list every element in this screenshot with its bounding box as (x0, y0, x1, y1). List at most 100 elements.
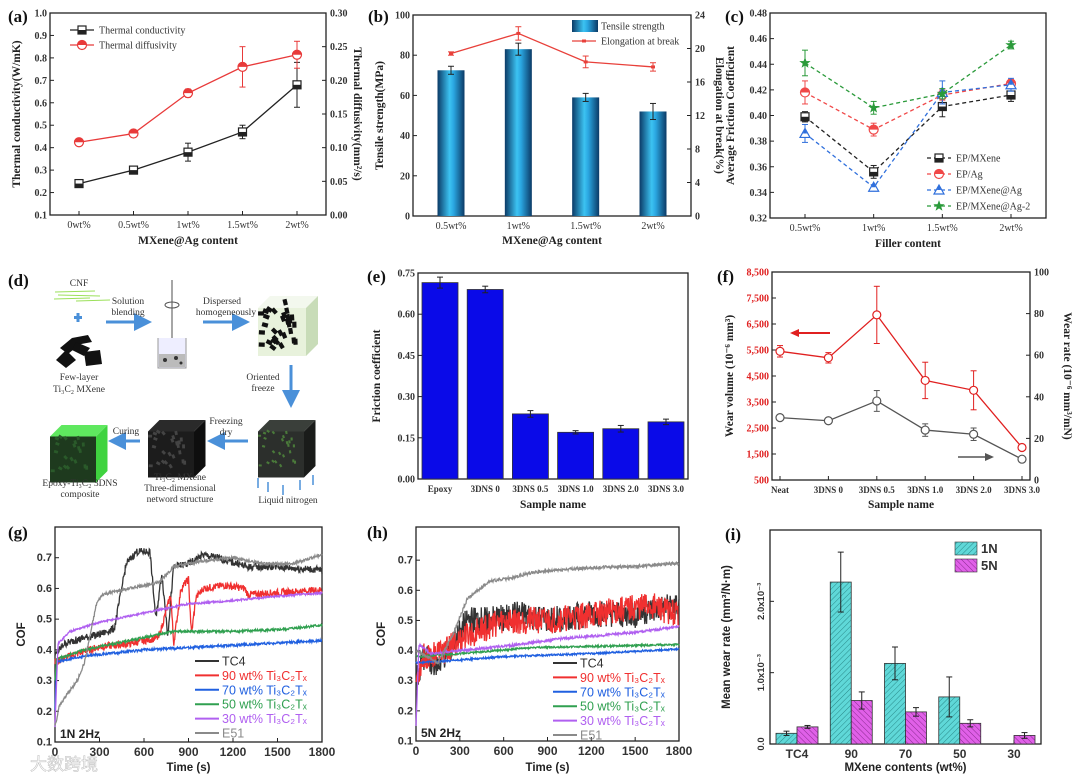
x-tick-label: 2wt% (999, 223, 1022, 234)
legend-label: Thermal diffusivity (99, 41, 177, 52)
cube-speck (161, 450, 167, 455)
x-tick-label: 3DNS 2.0 (603, 484, 640, 494)
legend: EP/MXene EP/Ag EP/MXene@Ag EP/MXene@Ag-2 (927, 153, 1030, 213)
cube-speck (69, 456, 74, 462)
cube-speck (285, 440, 289, 445)
cube-speck (63, 435, 68, 441)
data-point-fill (803, 128, 807, 134)
dispersed-label: Dispersed (203, 297, 241, 307)
data-point-fill (938, 106, 947, 111)
legend-item: 30 wt% Ti₃C₂Tₓ (553, 714, 666, 728)
y-tick-label: 0.5 (37, 614, 52, 626)
series-thermal-conductivity (74, 61, 302, 189)
cube-speck (273, 460, 278, 464)
condition-annotation: 5N 2Hz (421, 726, 461, 740)
cube-speck (155, 429, 161, 435)
series-line (54, 547, 323, 656)
bar (466, 289, 504, 480)
data-point-fill (800, 87, 810, 93)
series-90-wt-ti-c-t- (415, 593, 680, 683)
series-line (54, 553, 323, 726)
y-tick-label: 0.2 (398, 705, 413, 717)
data-point (936, 87, 948, 99)
x-axis-label: Sample name (520, 499, 586, 511)
legend-label: Tensile strength (601, 22, 664, 33)
cube-speck (81, 442, 85, 447)
x-tick-label: 300 (450, 744, 470, 758)
series-ep-mxene-ag-2 (799, 39, 1017, 115)
composite-label-1: Epoxy-Ti₃C₂ 3DNS (42, 479, 117, 489)
y-tick-label: 0.44 (750, 60, 768, 71)
cube-speck (285, 430, 288, 435)
legend-item: E51 (553, 729, 602, 743)
x-tick-label: 50 (953, 747, 967, 761)
left-axis-arrowhead-icon (790, 329, 799, 337)
panel-label: (e) (367, 267, 386, 286)
y2-tick-label: 4 (695, 178, 700, 189)
y-tick-label: 0.36 (750, 162, 768, 173)
solution-label: Solution (112, 297, 144, 307)
cube-speck (277, 329, 284, 337)
series-ep-mxene-ag (798, 77, 1018, 192)
y-tick-label: 1,500 (747, 450, 770, 461)
series-1n (775, 551, 961, 745)
y-tick-label: 0.0 (756, 737, 767, 750)
series-line (415, 593, 680, 683)
y-tick-label: 0.00 (398, 475, 416, 486)
legend-label: 30 wt% Ti₃C₂Tₓ (222, 712, 308, 726)
plus-icon (74, 313, 82, 322)
composite-label-2: composite (60, 490, 99, 500)
legend-label: 50 wt% Ti₃C₂Tₓ (222, 698, 308, 712)
data-point-fill (238, 62, 247, 67)
legend-item: Thermal diffusivity (70, 39, 177, 52)
cube-side (306, 296, 318, 356)
series-e51 (415, 560, 680, 665)
y-tick-label: 0 (405, 212, 410, 223)
data-point (920, 375, 930, 386)
y-tick-label: 0.4 (37, 644, 53, 656)
bar (602, 428, 640, 480)
y-tick-label: 1.0 (35, 9, 48, 20)
series-line (450, 32, 654, 68)
data-point-fill (292, 50, 302, 55)
data-point-fill (129, 170, 138, 175)
cube-speck (57, 434, 63, 440)
chart-c: (c) 0.32 0.34 0.36 0.38 0.40 0.42 0.44 0.46 0.48 0… (725, 7, 1047, 250)
network-cube-icon (148, 420, 206, 478)
series-line (415, 624, 680, 727)
y-tick-label: 5,500 (747, 346, 770, 357)
cube-speck (63, 455, 69, 460)
x-tick-label: 1wt% (862, 223, 885, 234)
y-axis-label: COF (16, 622, 28, 646)
cube-speck (57, 466, 63, 471)
liquid-nitrogen-arrows-icon (257, 475, 314, 495)
panel-label: (d) (8, 271, 29, 290)
y2-tick-label: 12 (695, 111, 705, 122)
plot-frame (417, 272, 689, 480)
legend-label: Thermal conductivity (99, 26, 185, 37)
y-tick-label: 0.46 (750, 34, 768, 45)
series-line (415, 642, 680, 659)
legend-marker-fill (77, 40, 87, 45)
cube-speck (258, 311, 265, 316)
freezing-label: Freezing (209, 417, 242, 427)
y-axis-label: Average Friction Coefficient (725, 46, 737, 185)
x-axis-label: Filler content (875, 238, 941, 250)
series-line (804, 84, 1012, 189)
y-tick-label: 0.2 (37, 706, 52, 718)
cube-speck (270, 327, 279, 335)
y2-tick-label: 0.00 (330, 211, 348, 222)
legend-label: EP/MXene@Ag (956, 186, 1022, 197)
legend-item: EP/MXene (927, 153, 1001, 165)
series-line (804, 94, 1012, 173)
y-tick-label: 0.75 (398, 269, 416, 280)
cube-speck (83, 464, 87, 469)
y-tick-label: 0.7 (37, 552, 52, 564)
legend-item: 5N (954, 558, 998, 573)
cube-speck (53, 449, 59, 454)
plot-frame (771, 271, 1031, 481)
series-50-wt-ti-c-t- (54, 622, 323, 681)
y2-tick-label: 100 (1034, 268, 1049, 279)
legend-item: 50 wt% Ti₃C₂Tₓ (195, 698, 308, 712)
